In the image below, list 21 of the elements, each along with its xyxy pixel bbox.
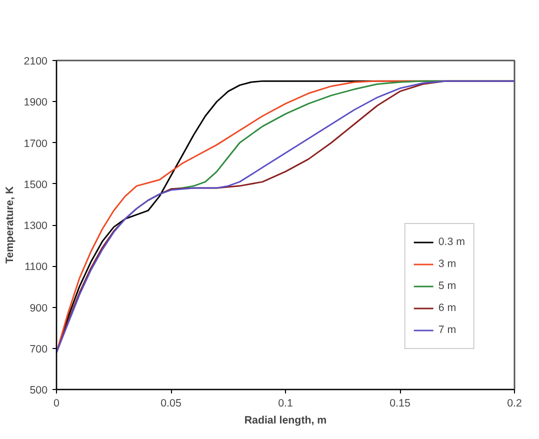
x-tick-label: 0.05 [160, 398, 182, 410]
x-tick-label: 0.2 [507, 398, 522, 410]
y-tick-label: 1100 [24, 261, 48, 274]
y-tick-label: 1900 [24, 96, 48, 109]
x-tick-label: 0.1 [278, 398, 293, 410]
y-tick-label: 1300 [24, 220, 48, 232]
legend-label: 5 m [438, 279, 458, 293]
legend-label: 7 m [438, 323, 458, 337]
x-tick-label: 0.15 [390, 398, 410, 410]
legend-label: 6 m [438, 301, 458, 315]
y-tick-label: 1700 [24, 138, 48, 150]
y-tick-label: 500 [30, 384, 48, 396]
y-axis-title: Temperature, K [4, 186, 16, 264]
legend-label: 3 m [438, 257, 458, 271]
legend-label: 0.3 m [438, 235, 465, 249]
x-axis-title: Radial length, m [244, 414, 327, 426]
y-tick-label: 2100 [24, 56, 48, 68]
y-tick-label: 1500 [24, 178, 48, 191]
y-tick-label: 700 [30, 343, 48, 356]
x-tick-label: 0 [54, 398, 60, 410]
y-tick-label: 900 [30, 302, 48, 314]
